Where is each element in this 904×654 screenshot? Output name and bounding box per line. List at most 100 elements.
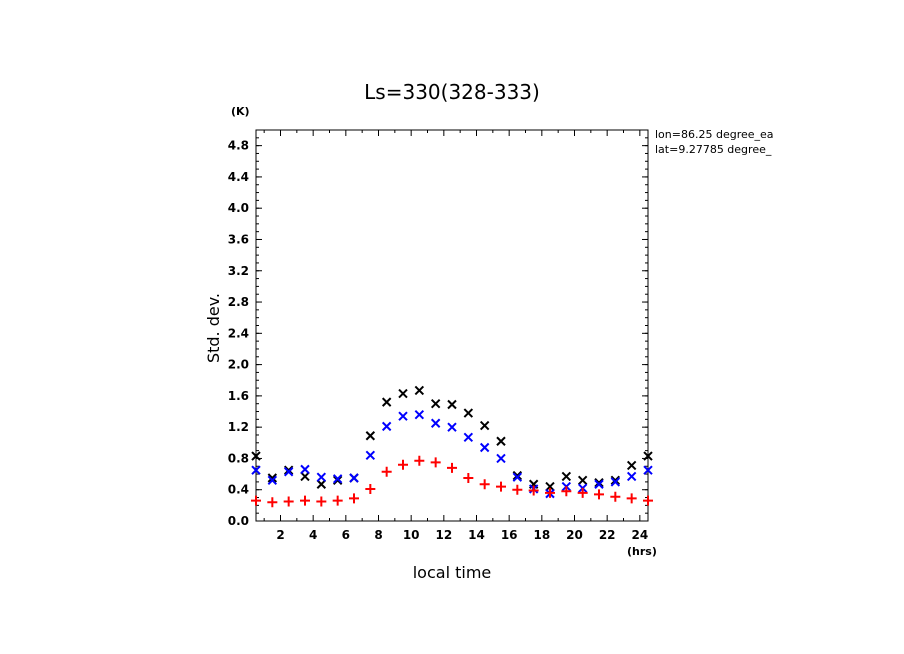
data-point-series-1 [332,474,343,484]
data-point-series-2 [528,485,539,496]
x-tick-label: 4 [309,528,317,542]
y-tick-label: 0.8 [228,451,249,465]
x-tick-label: 12 [435,528,452,542]
data-point-series-2 [561,486,572,497]
x-unit-label: (hrs) [627,545,657,558]
data-point-series-2 [267,497,278,508]
data-point-series-0 [610,475,621,486]
data-point-series-0 [463,408,474,418]
data-point-series-0 [365,431,376,441]
data-point-series-0 [594,477,604,488]
data-point-series-1 [251,465,261,475]
data-point-series-2 [610,491,621,502]
data-point-series-1 [512,472,523,482]
annotation-lat: lat=9.27785 degree_ [655,143,772,156]
data-point-series-0 [300,471,310,482]
x-tick-label: 10 [403,528,420,542]
data-point-series-2 [496,481,506,492]
data-point-series-2 [414,455,425,466]
plot-frame [255,129,649,522]
data-point-series-1 [430,418,441,428]
y-tick-label: 0.0 [228,514,249,528]
data-point-series-0 [643,451,653,461]
x-tick-label: 8 [374,528,382,542]
y-tick-label: 2.8 [228,295,249,309]
data-point-series-0 [430,398,441,409]
data-point-series-2 [430,457,441,468]
x-tick-label: 14 [468,528,485,542]
data-point-series-1 [496,453,506,464]
y-tick-label: 0.4 [228,483,249,497]
data-point-series-0 [496,436,506,446]
data-point-series-1 [283,467,294,477]
data-point-series-0 [283,465,294,475]
data-point-series-0 [332,475,343,486]
y-axis-title: Std. dev. [204,293,223,363]
data-point-series-0 [512,470,523,481]
data-point-series-2 [594,489,604,500]
y-unit-label: (K) [231,105,250,118]
data-point-series-1 [398,411,408,421]
data-point-series-1 [643,465,653,475]
data-point-series-0 [561,471,572,482]
x-tick-label: 2 [276,528,284,542]
data-point-series-2 [479,479,490,490]
x-tick-label: 24 [631,528,648,542]
data-point-series-1 [381,421,392,432]
y-tick-label: 4.4 [228,170,249,184]
data-point-series-2 [365,483,376,494]
data-point-series-0 [545,481,555,492]
data-point-series-0 [577,475,588,486]
data-point-series-1 [349,473,359,483]
data-point-series-2 [398,459,408,470]
data-point-series-0 [398,388,408,399]
data-point-series-2 [283,496,294,507]
data-point-series-2 [643,495,653,506]
data-point-series-1 [610,477,621,487]
chart-title: Ls=330(328-333) [364,80,540,104]
data-point-series-2 [626,493,637,504]
data-point-series-1 [626,471,637,482]
data-point-series-1 [300,464,310,475]
x-axis-title: local time [413,563,492,582]
data-point-series-0 [626,460,637,471]
x-tick-label: 16 [501,528,518,542]
data-point-series-0 [479,420,490,431]
data-point-series-2 [577,487,588,498]
x-tick-label: 6 [342,528,350,542]
y-tick-label: 1.6 [228,389,249,403]
data-point-series-1 [463,432,474,443]
x-tick-label: 18 [533,528,550,542]
data-point-series-1 [267,475,278,486]
data-point-series-0 [316,479,327,489]
data-point-series-1 [414,409,425,420]
data-point-series-2 [349,493,359,504]
y-tick-label: 4.8 [228,139,249,153]
data-point-series-2 [316,496,327,507]
y-tick-label: 1.2 [228,420,249,434]
x-tick-label: 22 [599,528,616,542]
data-point-series-2 [300,495,310,506]
data-point-series-0 [251,451,261,461]
data-point-series-0 [267,473,278,483]
data-point-series-2 [332,495,343,506]
annotation-lon: lon=86.25 degree_ea [655,128,774,141]
data-point-series-0 [414,385,425,396]
y-tick-label: 3.6 [228,232,249,246]
x-tick-label: 20 [566,528,583,542]
data-point-series-1 [479,442,490,453]
data-point-series-1 [365,450,376,461]
data-point-series-1 [594,479,604,489]
data-point-series-1 [316,472,327,482]
data-point-series-2 [463,472,474,483]
data-point-series-2 [512,484,523,495]
y-tick-label: 4.0 [228,201,249,215]
y-tick-label: 2.0 [228,358,249,372]
data-point-series-0 [381,397,392,407]
axes: 0.0 0.4 0.8 1.2 1.6 2.0 2.4 2.8 3.2 3.6 4.0 4.4 4.8 2… [228,129,649,542]
data-point-series-2 [545,487,555,498]
y-tick-label: 3.2 [228,264,249,278]
data-point-series-1 [447,422,457,432]
y-tick-label: 2.4 [228,326,249,340]
